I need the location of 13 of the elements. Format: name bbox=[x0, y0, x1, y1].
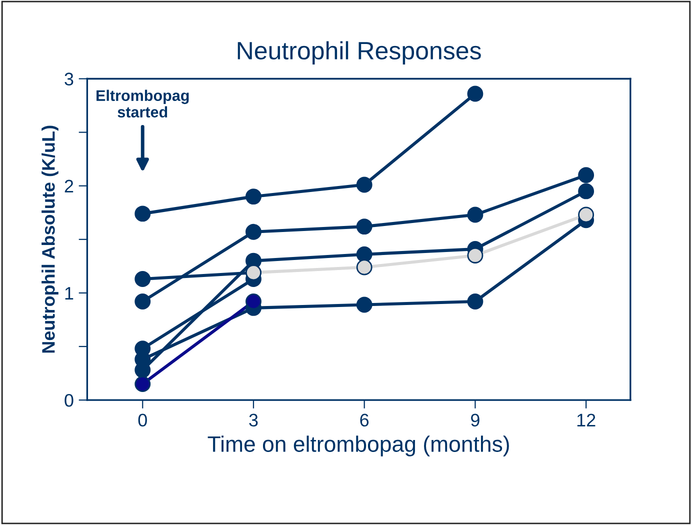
x-tick-label: 6 bbox=[360, 414, 369, 427]
y-axis-title: Neutrophil Absolute (K/uL) bbox=[42, 126, 58, 353]
y-tick-label: 3 bbox=[64, 72, 74, 86]
chart-title: Neutrophil Responses bbox=[238, 41, 481, 64]
y-tick-label: 0 bbox=[64, 394, 74, 407]
y-tick-label: 1 bbox=[65, 287, 74, 300]
x-tick-label: 9 bbox=[471, 414, 480, 427]
x-tick-label: 12 bbox=[577, 414, 596, 426]
y-tick-label: 2 bbox=[64, 180, 74, 192]
x-tick-label: 3 bbox=[249, 414, 258, 427]
x-axis-title: Time on eltrombopag (months) bbox=[208, 436, 509, 456]
annotation: Eltrombopag started bbox=[96, 90, 189, 118]
x-tick-label: 0 bbox=[138, 414, 147, 427]
